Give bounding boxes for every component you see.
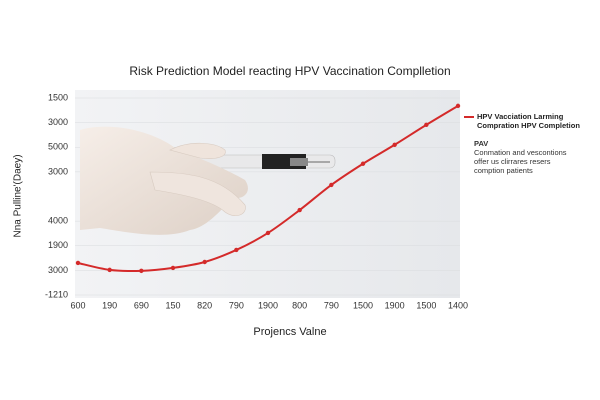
x-tick-label: 690 [134, 300, 149, 310]
x-tick-label: 190 [102, 300, 117, 310]
x-tick-label: 1400 [448, 300, 468, 310]
data-point [75, 260, 81, 266]
y-tick-label: 3000 [48, 265, 68, 275]
y-tick-label: -1210 [45, 289, 68, 299]
pen-tip [290, 158, 308, 166]
x-tick-label: 1900 [258, 300, 278, 310]
y-tick-label: 3000 [48, 117, 68, 127]
chart-title: Risk Prediction Model reacting HPV Vacci… [129, 64, 450, 78]
data-point [424, 122, 429, 128]
x-tick-label: 150 [165, 300, 180, 310]
annotation-text: Conmation and vescontions offer us clirr… [474, 148, 567, 175]
finger [169, 142, 226, 159]
data-point [170, 265, 176, 271]
data-point [360, 161, 366, 166]
data-point [297, 207, 302, 213]
annotation: PAV Conmation and vescontions offer us c… [474, 139, 574, 175]
data-point [202, 259, 207, 265]
x-tick-label: 820 [197, 300, 212, 310]
x-tick-label: 1500 [353, 300, 373, 310]
legend-swatch [464, 116, 474, 118]
data-point [265, 230, 271, 236]
x-tick-label: 790 [229, 300, 244, 310]
y-tick-label: 1500 [48, 92, 68, 102]
data-point [329, 182, 334, 188]
legend-label: HPV Vacciation Larming Compration HPV Co… [477, 112, 580, 130]
y-tick-label: 4000 [48, 216, 68, 226]
data-point [139, 268, 144, 274]
x-axis-label: Projencs Valne [253, 326, 326, 338]
x-tick-label: 600 [70, 300, 85, 310]
y-tick-label: 3000 [48, 166, 68, 176]
x-tick-label: 800 [292, 300, 307, 310]
y-tick-label: 5000 [48, 142, 68, 152]
data-point [234, 247, 239, 253]
data-point [392, 142, 397, 147]
thumb [149, 171, 246, 216]
hand-illustration [80, 126, 336, 235]
y-tick-label: 1900 [48, 240, 68, 250]
data-point [107, 267, 112, 273]
data-point [455, 103, 461, 109]
x-tick-label: 1900 [385, 300, 405, 310]
legend: HPV Vacciation Larming Compration HPV Co… [464, 112, 597, 130]
annotation-title: PAV [474, 139, 489, 148]
x-tick-label: 1500 [416, 300, 436, 310]
y-axis-label: Nna Pulline'(Daey) [13, 154, 24, 237]
x-tick-label: 790 [324, 300, 339, 310]
